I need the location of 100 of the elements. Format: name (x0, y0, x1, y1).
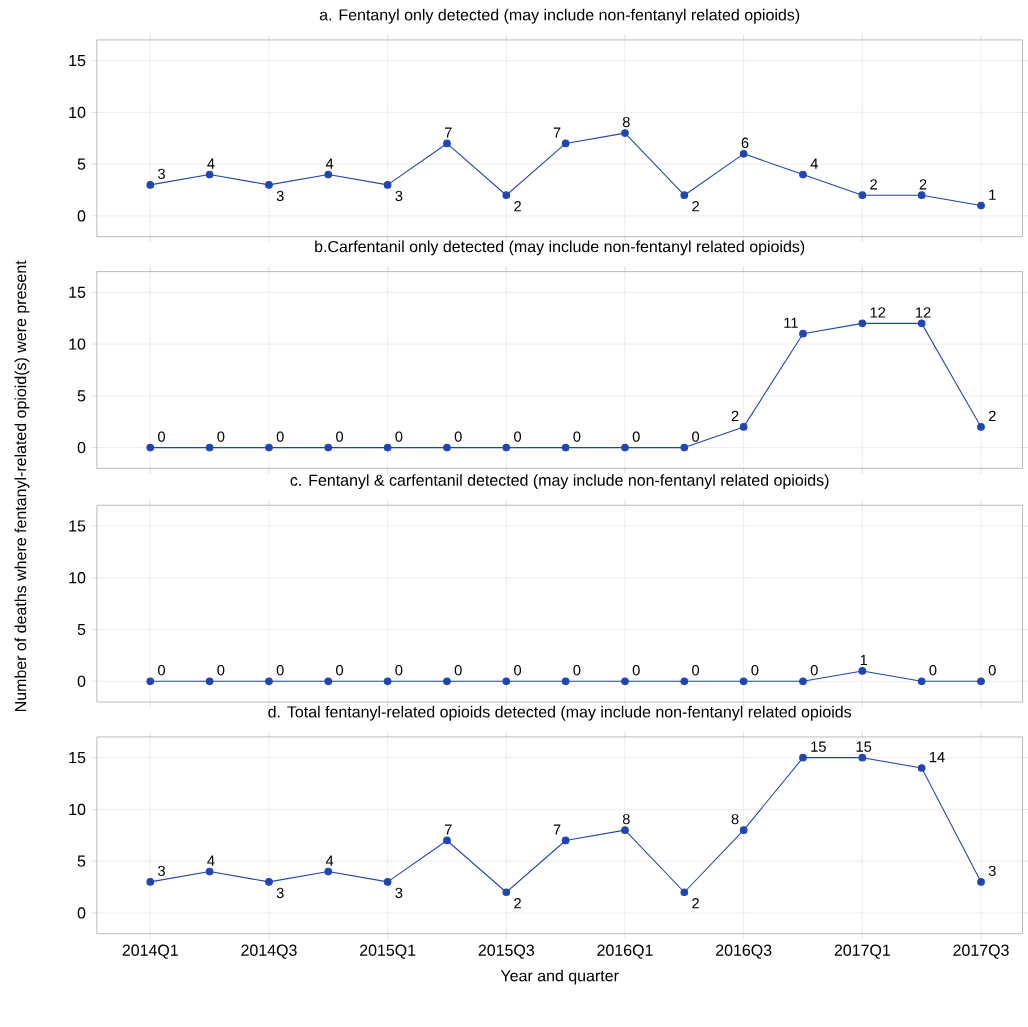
x-tick-label: 2015Q3 (478, 944, 535, 959)
point (621, 443, 629, 452)
point (680, 443, 689, 452)
y-tick-label: 5 (77, 855, 86, 867)
chart-title: c. Fentanyl & carfentanil detected (may include non-fentanyl related opioids) (290, 474, 829, 490)
point (205, 170, 214, 179)
point (680, 888, 689, 897)
data-label: 2 (870, 179, 877, 190)
point (146, 443, 155, 452)
data-label: 14 (929, 752, 945, 763)
point (858, 319, 867, 328)
data-label: 1 (989, 189, 996, 200)
data-label: 2 (731, 411, 739, 422)
point (858, 754, 867, 762)
y-tick-label: 0 (77, 907, 86, 919)
point (977, 878, 985, 886)
data-label: 4 (325, 158, 334, 169)
point (502, 443, 511, 452)
data-label: 0 (573, 431, 581, 442)
data-label: 15 (856, 741, 872, 753)
point (977, 423, 985, 432)
point (443, 139, 451, 148)
data-label: 1 (860, 655, 868, 666)
point (146, 878, 155, 886)
data-label: 0 (692, 665, 700, 676)
point (383, 443, 392, 452)
data-label: 0 (276, 665, 284, 676)
point (265, 878, 273, 886)
data-label: 7 (553, 127, 561, 138)
x-tick-label: 2016Q1 (597, 944, 653, 959)
data-label: 0 (276, 431, 284, 442)
point (917, 764, 926, 773)
point (561, 836, 570, 845)
point (205, 867, 214, 876)
point (443, 443, 451, 452)
data-label: 3 (988, 865, 996, 877)
point (146, 181, 155, 189)
data-label: 7 (553, 824, 561, 835)
data-label: 0 (929, 665, 937, 676)
point (265, 181, 273, 189)
y-tick-label: 10 (69, 338, 86, 350)
data-label: 3 (395, 888, 403, 899)
data-label: 0 (158, 665, 166, 676)
data-label: 0 (810, 665, 818, 676)
point (324, 170, 333, 179)
y-tick-label: 0 (77, 675, 86, 688)
data-label: 6 (741, 137, 749, 149)
x-tick-label: 2017Q3 (953, 944, 1009, 959)
data-label: 4 (207, 855, 215, 866)
data-label: 3 (158, 865, 165, 877)
data-label: 3 (395, 190, 403, 202)
point (561, 139, 570, 148)
data-label: 0 (395, 665, 403, 676)
data-label: 0 (217, 665, 225, 676)
point (739, 150, 748, 158)
point (502, 191, 511, 200)
y-tick-label: 15 (69, 286, 86, 299)
data-label: 7 (444, 824, 452, 835)
data-label: 8 (731, 814, 739, 825)
point (502, 888, 511, 897)
data-label: 0 (988, 665, 996, 676)
data-label: 2 (919, 179, 927, 190)
point (443, 836, 451, 845)
data-label: 7 (444, 127, 452, 138)
point (917, 191, 926, 200)
data-label: 0 (395, 431, 403, 442)
y-tick-label: 15 (69, 520, 86, 532)
point (621, 129, 629, 138)
data-label: 0 (454, 431, 462, 442)
chart-title: b.Carfentanil only detected (may include non-fentanyl related opioids) (315, 240, 805, 256)
point (799, 330, 807, 338)
data-label: 4 (207, 158, 215, 169)
data-label: 0 (573, 665, 581, 676)
data-label: 2 (988, 411, 996, 422)
point (383, 878, 392, 886)
x-axis-title: Year and quarter (500, 969, 619, 985)
y-tick-label: 5 (77, 390, 86, 402)
point (561, 443, 570, 452)
point (383, 181, 392, 189)
y-tick-label: 10 (69, 572, 86, 584)
data-label: 3 (158, 168, 165, 180)
y-tick-label: 5 (77, 158, 86, 170)
x-tick-label: 2017Q1 (834, 944, 890, 959)
point (739, 826, 748, 835)
y-tick-label: 0 (77, 442, 86, 454)
y-tick-label: 5 (77, 624, 86, 636)
data-label: 0 (514, 431, 522, 442)
data-label: 0 (158, 431, 166, 442)
data-label: 12 (870, 307, 886, 318)
point (799, 170, 807, 179)
y-axis-title: Number of deaths where fentanyl-related opioid(s) were present (14, 260, 30, 712)
data-label: 0 (217, 431, 225, 442)
point (680, 191, 689, 200)
point (621, 826, 629, 835)
chart-title: a. Fentanyl only detected (may include non-fentanyl related opioids) (319, 9, 800, 24)
data-label: 0 (632, 665, 640, 676)
data-label: 3 (276, 190, 284, 202)
data-label: 2 (514, 201, 521, 212)
data-label: 8 (622, 814, 630, 825)
data-label: 15 (811, 741, 826, 753)
